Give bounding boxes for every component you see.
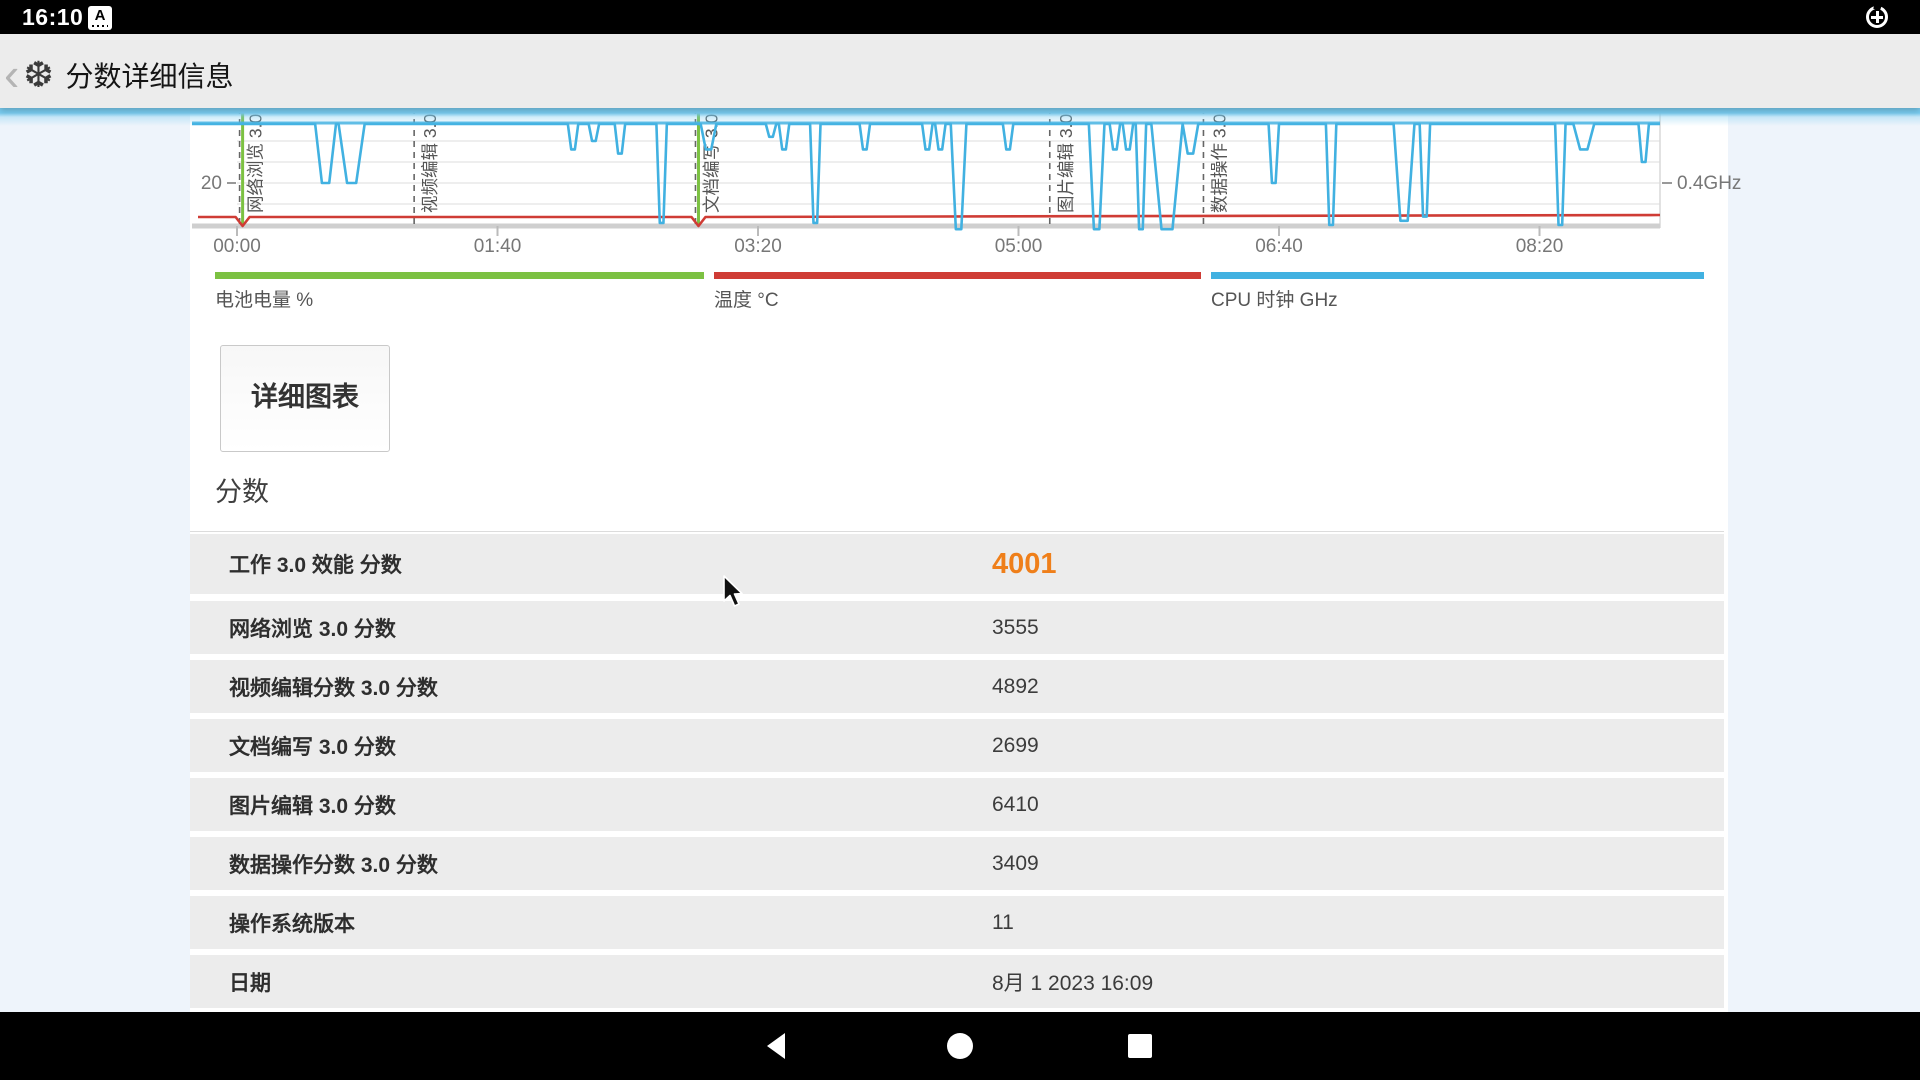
legend-label: 电池电量 %	[215, 290, 314, 311]
score-value: 4001	[992, 547, 1057, 580]
score-value: 2699	[992, 733, 1039, 757]
overscroll-glow	[0, 108, 1920, 128]
score-value: 8月 1 2023 16:09	[992, 971, 1154, 995]
app-bar: ‹ ❆ 分数详细信息	[0, 34, 1920, 108]
score-value: 3555	[992, 615, 1039, 639]
status-bar: 16:10 A	[0, 0, 1920, 34]
score-value: 6410	[992, 792, 1039, 816]
score-table: 工作 3.0 效能 分数 4001 网络浏览 3.0 分数 3555 视频编辑分数 3.…	[190, 531, 1724, 1008]
legend-swatch	[714, 272, 1201, 279]
nav-recents-button[interactable]	[1080, 1012, 1200, 1080]
table-row: 图片编辑 3.0 分数 6410	[190, 778, 1724, 831]
score-label: 数据操作分数 3.0 分数	[229, 853, 438, 877]
back-triangle-icon	[767, 1033, 785, 1059]
table-row: 网络浏览 3.0 分数 3555	[190, 601, 1724, 654]
home-circle-icon	[947, 1033, 973, 1059]
score-label: 操作系统版本	[229, 912, 355, 936]
recents-square-icon	[1128, 1034, 1152, 1058]
android-nav-bar	[0, 1012, 1920, 1080]
keyboard-icon-dots	[92, 25, 108, 27]
clock: 16:10	[22, 4, 84, 30]
legend-swatch	[215, 272, 704, 279]
score-label: 文档编写 3.0 分数	[229, 735, 396, 759]
table-row: 日期 8月 1 2023 16:09	[190, 955, 1724, 1008]
legend-label: 温度 °C	[714, 290, 779, 311]
legend-label: CPU 时钟 GHz	[1211, 290, 1338, 311]
keyboard-input-icon: A	[88, 6, 112, 30]
pcmark-snowflake-icon: ❆	[23, 54, 54, 95]
score-value: 4892	[992, 674, 1039, 698]
legend-item: CPU 时钟 GHz	[1211, 272, 1704, 312]
table-row: 文档编写 3.0 分数 2699	[190, 719, 1724, 772]
section-title-scores: 分数	[215, 477, 269, 507]
legend-item: 温度 °C	[714, 272, 1201, 312]
score-value: 11	[992, 910, 1014, 934]
score-label: 图片编辑 3.0 分数	[229, 794, 396, 818]
legend-item: 电池电量 %	[215, 272, 704, 312]
table-row: 工作 3.0 效能 分数 4001	[190, 534, 1724, 594]
page-title: 分数详细信息	[65, 61, 234, 92]
table-row: 操作系统版本 11	[190, 896, 1724, 949]
nav-back-button[interactable]	[718, 1012, 838, 1080]
data-saver-icon	[1866, 2, 1888, 28]
score-value: 3409	[992, 851, 1039, 875]
score-label: 视频编辑分数 3.0 分数	[229, 676, 438, 700]
back-chevron-icon[interactable]: ‹	[4, 48, 20, 100]
score-label: 日期	[229, 971, 271, 995]
score-label: 网络浏览 3.0 分数	[229, 617, 396, 641]
nav-home-button[interactable]	[900, 1012, 1020, 1080]
scroll-content[interactable]: 20 0.4GHz 00:00 01:40 03:20 05:00 06:40 08:20 网络…	[0, 108, 1920, 1012]
detailed-chart-button[interactable]: 详细图表	[220, 345, 390, 452]
score-label: 工作 3.0 效能 分数	[229, 554, 402, 577]
table-row: 视频编辑分数 3.0 分数 4892	[190, 660, 1724, 713]
table-row: 数据操作分数 3.0 分数 3409	[190, 837, 1724, 890]
legend-swatch	[1211, 272, 1704, 279]
